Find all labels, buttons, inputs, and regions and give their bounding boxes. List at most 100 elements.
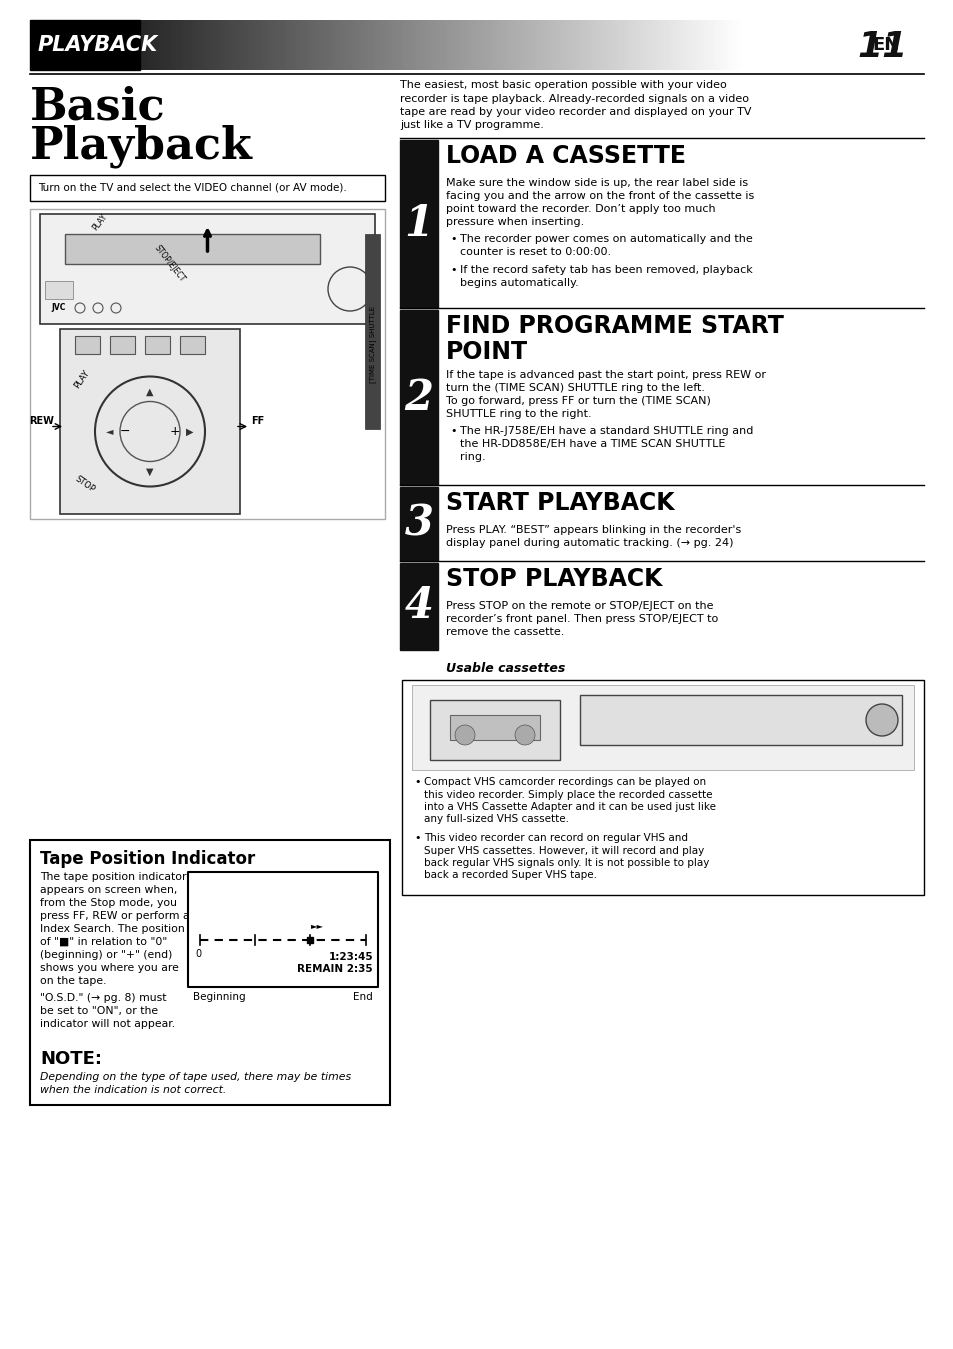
Text: begins automatically.: begins automatically. — [459, 278, 578, 287]
Text: facing you and the arrow on the front of the cassette is: facing you and the arrow on the front of… — [446, 192, 754, 201]
Bar — [40, 214, 375, 324]
Text: PLAY: PLAY — [91, 212, 109, 232]
Text: Turn on the TV and select the VIDEO channel (or AV mode).: Turn on the TV and select the VIDEO chan… — [38, 183, 346, 193]
Text: FF: FF — [251, 417, 264, 426]
Text: when the indication is not correct.: when the indication is not correct. — [40, 1085, 226, 1095]
Text: EN: EN — [871, 36, 899, 54]
Text: ◄: ◄ — [106, 426, 113, 437]
Text: Usable cassettes: Usable cassettes — [446, 662, 565, 674]
Bar — [145, 336, 170, 353]
Circle shape — [515, 724, 535, 745]
Text: PLAYBACK: PLAYBACK — [38, 35, 158, 55]
Text: Make sure the window side is up, the rear label side is: Make sure the window side is up, the rea… — [446, 178, 747, 188]
Text: 1:23:45: 1:23:45 — [328, 952, 373, 962]
Text: 0: 0 — [194, 948, 201, 959]
Text: 3: 3 — [404, 503, 433, 545]
Text: •: • — [414, 777, 420, 786]
Text: any full-sized VHS cassette.: any full-sized VHS cassette. — [423, 815, 568, 824]
Bar — [399, 310, 437, 486]
Text: REW: REW — [30, 417, 54, 426]
Text: POINT: POINT — [446, 340, 528, 364]
Text: PLAY: PLAY — [72, 368, 91, 390]
Text: START PLAYBACK: START PLAYBACK — [446, 491, 674, 515]
Text: (beginning) or "+" (end): (beginning) or "+" (end) — [40, 950, 172, 960]
Text: just like a TV programme.: just like a TV programme. — [399, 120, 543, 131]
Bar — [110, 336, 135, 353]
Text: Super VHS cassettes. However, it will record and play: Super VHS cassettes. However, it will re… — [423, 846, 703, 855]
Text: appears on screen when,: appears on screen when, — [40, 885, 177, 894]
Text: back a recorded Super VHS tape.: back a recorded Super VHS tape. — [423, 870, 597, 881]
Text: recorder’s front panel. Then press STOP/EJECT to: recorder’s front panel. Then press STOP/… — [446, 614, 718, 625]
Text: Press STOP on the remote or STOP/EJECT on the: Press STOP on the remote or STOP/EJECT o… — [446, 602, 713, 611]
Text: counter is reset to 0:00:00.: counter is reset to 0:00:00. — [459, 247, 611, 258]
Text: ▼: ▼ — [146, 467, 153, 476]
Text: Tape Position Indicator: Tape Position Indicator — [40, 850, 255, 867]
Bar — [306, 938, 313, 943]
Text: Beginning: Beginning — [193, 992, 245, 1002]
Bar — [65, 233, 319, 264]
Circle shape — [455, 724, 475, 745]
Text: LOAD A CASSETTE: LOAD A CASSETTE — [446, 144, 685, 169]
Text: Playback: Playback — [30, 125, 253, 169]
Text: JVC: JVC — [51, 304, 66, 313]
Text: this video recorder. Simply place the recorded cassette: this video recorder. Simply place the re… — [423, 789, 712, 800]
Text: +: + — [170, 425, 180, 438]
Bar — [30, 20, 140, 70]
Bar — [579, 695, 901, 745]
Text: Depending on the type of tape used, there may be times: Depending on the type of tape used, ther… — [40, 1072, 351, 1082]
Text: FIND PROGRAMME START: FIND PROGRAMME START — [446, 314, 783, 339]
Text: 11: 11 — [857, 30, 907, 63]
Text: from the Stop mode, you: from the Stop mode, you — [40, 898, 177, 908]
Text: press FF, REW or perform an: press FF, REW or perform an — [40, 911, 196, 921]
Text: If the tape is advanced past the start point, press REW or: If the tape is advanced past the start p… — [446, 370, 765, 380]
Text: •: • — [450, 426, 456, 436]
Text: turn the (TIME SCAN) SHUTTLE ring to the left.: turn the (TIME SCAN) SHUTTLE ring to the… — [446, 383, 704, 393]
Circle shape — [865, 704, 897, 737]
Text: The HR-J758E/EH have a standard SHUTTLE ring and: The HR-J758E/EH have a standard SHUTTLE … — [459, 426, 753, 436]
Text: point toward the recorder. Don’t apply too much: point toward the recorder. Don’t apply t… — [446, 204, 715, 214]
Bar — [365, 233, 379, 429]
Text: −: − — [120, 425, 131, 438]
Text: "O.S.D." (→ pg. 8) must: "O.S.D." (→ pg. 8) must — [40, 993, 167, 1004]
Bar — [412, 685, 913, 770]
Bar — [60, 329, 240, 514]
Text: the HR-DD858E/EH have a TIME SCAN SHUTTLE: the HR-DD858E/EH have a TIME SCAN SHUTTL… — [459, 438, 724, 449]
Bar — [180, 336, 205, 353]
Text: 2: 2 — [404, 376, 433, 418]
Text: STOP/EJECT: STOP/EJECT — [152, 244, 187, 285]
Bar — [399, 563, 437, 650]
Text: •: • — [450, 233, 456, 244]
Text: REMAIN 2:35: REMAIN 2:35 — [297, 965, 373, 974]
Text: NOTE:: NOTE: — [40, 1050, 102, 1068]
Text: To go forward, press FF or turn the (TIME SCAN): To go forward, press FF or turn the (TIM… — [446, 397, 710, 406]
Text: Press PLAY. “BEST” appears blinking in the recorder's: Press PLAY. “BEST” appears blinking in t… — [446, 525, 740, 536]
Text: Index Search. The position: Index Search. The position — [40, 924, 185, 934]
Text: of "■" in relation to "0": of "■" in relation to "0" — [40, 938, 167, 947]
Text: ▲: ▲ — [146, 387, 153, 397]
Text: End: End — [353, 992, 373, 1002]
Text: recorder is tape playback. Already-recorded signals on a video: recorder is tape playback. Already-recor… — [399, 93, 748, 104]
Bar — [75, 336, 100, 353]
Text: 4: 4 — [404, 585, 433, 627]
Text: remove the cassette.: remove the cassette. — [446, 627, 564, 637]
Text: If the record safety tab has been removed, playback: If the record safety tab has been remove… — [459, 264, 752, 275]
Bar — [188, 871, 377, 987]
Text: be set to "ON", or the: be set to "ON", or the — [40, 1006, 158, 1016]
Text: ►►: ►► — [311, 921, 324, 931]
Text: ▶: ▶ — [186, 426, 193, 437]
Text: [TIME SCAN] SHUTTLE: [TIME SCAN] SHUTTLE — [369, 305, 376, 383]
Text: 1: 1 — [404, 202, 433, 246]
Text: This video recorder can record on regular VHS and: This video recorder can record on regula… — [423, 832, 687, 843]
Text: pressure when inserting.: pressure when inserting. — [446, 217, 583, 227]
Text: STOP PLAYBACK: STOP PLAYBACK — [446, 567, 661, 591]
Bar — [401, 680, 923, 894]
Bar — [430, 700, 559, 759]
Text: shows you where you are: shows you where you are — [40, 963, 179, 973]
Bar — [30, 209, 385, 519]
Text: SHUTTLE ring to the right.: SHUTTLE ring to the right. — [446, 409, 591, 420]
Bar — [399, 487, 437, 561]
Text: indicator will not appear.: indicator will not appear. — [40, 1018, 175, 1029]
Bar — [450, 715, 539, 741]
Text: Basic: Basic — [30, 85, 166, 128]
Text: back regular VHS signals only. It is not possible to play: back regular VHS signals only. It is not… — [423, 858, 709, 867]
